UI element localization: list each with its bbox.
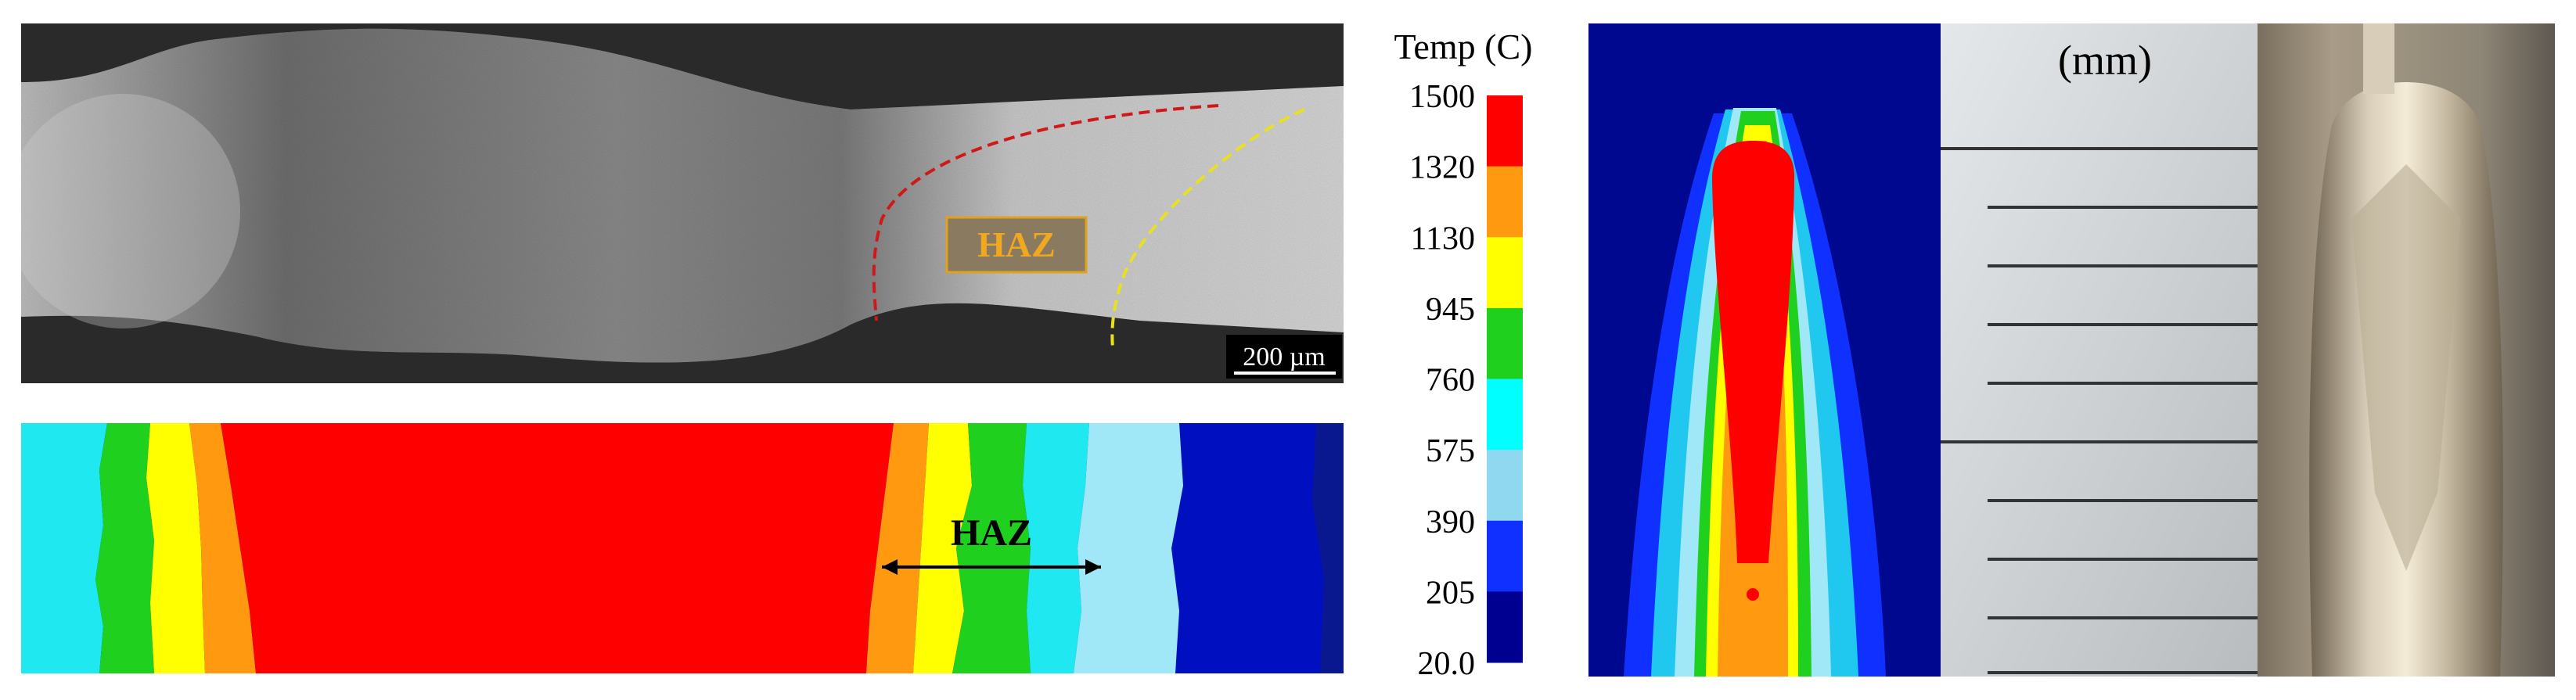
colorbar-ticks: 1500 1320 1130 945 760 575 390 205 20.0 (1409, 79, 1475, 682)
ruler-unit-label: (mm) (2058, 37, 2152, 84)
colorbar-tick-label: 1500 (1409, 79, 1475, 115)
colorbar-title: Temp (C) (1394, 27, 1533, 66)
zone-cyan-left (21, 423, 107, 673)
base-metal-zone (21, 94, 240, 328)
zone-orange-right (866, 423, 929, 673)
electrode-tip (2363, 23, 2394, 94)
colorbar-swatch (1487, 450, 1523, 522)
haz-arrow-head-left (882, 559, 898, 575)
colorbar-tick-label: 390 (1426, 504, 1475, 540)
zone-green-left (95, 423, 154, 673)
ruler-photo: (mm) (1941, 23, 2258, 677)
weld-bead-photo (2258, 23, 2555, 677)
scale-bar-label: 200 µm (1243, 343, 1326, 372)
micrograph-haz-label: HAZ (977, 224, 1056, 264)
bead-ripple-zone (2351, 164, 2461, 571)
zone-yellow-right (913, 423, 972, 673)
zone-red-center (221, 423, 894, 673)
colorbar-swatch (1487, 520, 1523, 592)
haz-arrow-head-right (1085, 559, 1101, 575)
zone-green-right (952, 423, 1031, 673)
ruler-ticks (1941, 147, 2258, 674)
sim-zone-red (1712, 141, 1795, 563)
colorbar-tick-label: 20.0 (1418, 646, 1476, 682)
haz-boundary-line (1110, 108, 1305, 349)
colorbar-tick-label: 575 (1426, 433, 1475, 469)
strip-haz-label: HAZ (951, 512, 1032, 554)
weld-metal-region (21, 28, 1344, 363)
colorbar-tick-label: 1130 (1411, 221, 1475, 257)
colorbar-swatch (1487, 307, 1523, 379)
colorbar-swatch (1487, 95, 1523, 167)
sim-red-spot (1747, 588, 1759, 601)
haz-label-box (945, 216, 1088, 274)
temperature-colorbar: Temp (C) 1500 1320 1130 945 760 575 390 205 20.0 (1362, 16, 1565, 688)
colorbar-swatch (1487, 237, 1523, 309)
scale-bar-background (1226, 335, 1342, 379)
weld-micrograph: HAZ 200 µm (21, 23, 1344, 383)
zone-cyan-right (1023, 423, 1089, 673)
colorbar-tick-label: 205 (1426, 575, 1475, 611)
colorbar-tick-label: 1320 (1409, 150, 1475, 186)
colorbar-tick-label: 945 (1426, 292, 1475, 328)
colorbar-swatches (1487, 95, 1523, 663)
3d-simulation-view (1588, 23, 1941, 677)
colorbar-swatch (1487, 591, 1523, 663)
zone-yellow-left (146, 423, 205, 673)
colorbar-swatch (1487, 379, 1523, 451)
colorbar-swatch (1487, 166, 1523, 238)
zone-orange-left (189, 423, 256, 673)
ruler-background (1941, 23, 2258, 677)
zone-lightblue-right (1074, 423, 1183, 673)
simulation-temperature-strip: HAZ (21, 423, 1344, 673)
colorbar-tick-label: 760 (1426, 363, 1475, 399)
zone-darkblue-edge (1312, 423, 1344, 673)
